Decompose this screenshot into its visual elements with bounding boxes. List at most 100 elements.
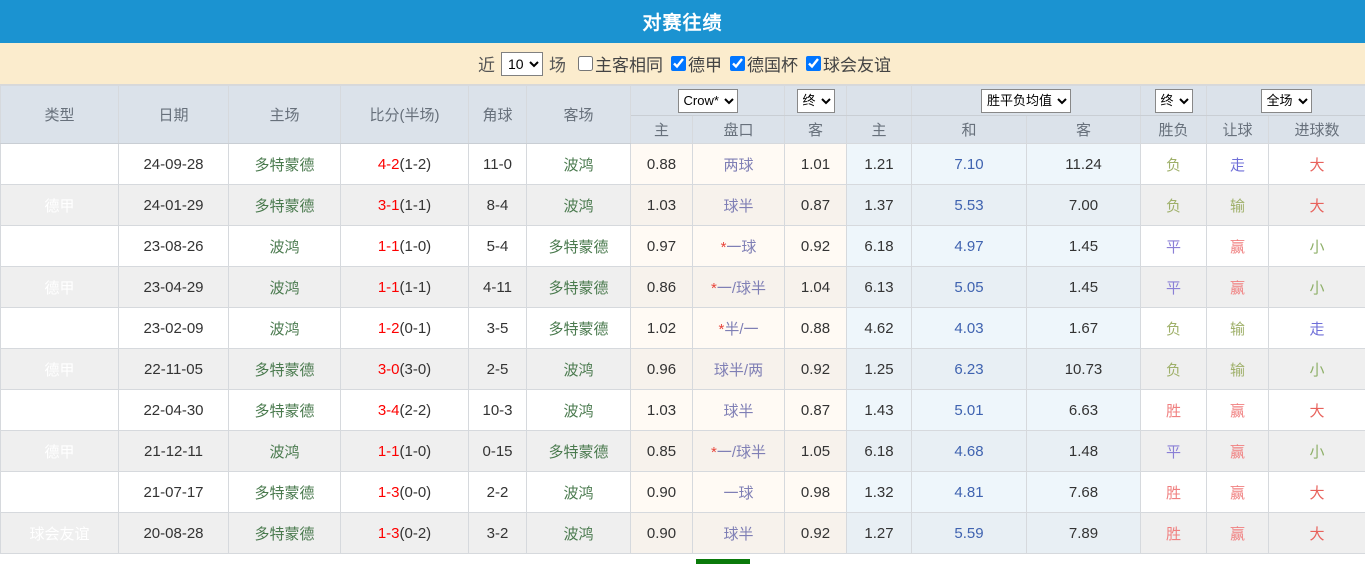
same-venue-checkbox[interactable] — [578, 56, 593, 71]
cell-result-winloss: 负 — [1141, 308, 1207, 349]
th-result-wl: 胜负 — [1141, 116, 1207, 144]
league-checkbox-friendly[interactable] — [806, 56, 821, 71]
cell-handicap-home-odds: 0.96 — [631, 349, 693, 390]
cell-result-goals: 走 — [1269, 308, 1365, 349]
cell-match-date: 24-01-29 — [119, 185, 229, 226]
cell-match-type: 德甲 — [1, 431, 119, 472]
cell-handicap-line: 球半 — [693, 185, 785, 226]
cell-result-handicap: 输 — [1207, 349, 1269, 390]
cell-away-team: 波鸿 — [527, 472, 631, 513]
cell-match-date: 21-07-17 — [119, 472, 229, 513]
cell-corners: 3-5 — [469, 308, 527, 349]
cell-handicap-home-odds: 0.86 — [631, 267, 693, 308]
cell-handicap-away-odds: 1.05 — [785, 431, 847, 472]
cell-odds-home: 6.18 — [847, 226, 912, 267]
cell-odds-home: 1.21 — [847, 144, 912, 185]
cell-odds-away: 1.45 — [1027, 267, 1141, 308]
cell-home-team: 多特蒙德 — [229, 185, 341, 226]
cell-result-winloss: 负 — [1141, 144, 1207, 185]
cell-odds-draw: 4.97 — [912, 226, 1027, 267]
cell-corners: 3-2 — [469, 513, 527, 554]
cell-result-winloss: 平 — [1141, 226, 1207, 267]
cell-odds-home: 1.32 — [847, 472, 912, 513]
same-venue-label: 主客相同 — [595, 51, 665, 76]
cell-corners: 11-0 — [469, 144, 527, 185]
cell-handicap-line: 两球 — [693, 144, 785, 185]
cell-score: 4-2(1-2) — [341, 144, 469, 185]
cell-score: 1-3(0-2) — [341, 513, 469, 554]
cell-score: 3-0(3-0) — [341, 349, 469, 390]
cell-handicap-away-odds: 0.87 — [785, 185, 847, 226]
cell-result-handicap: 输 — [1207, 308, 1269, 349]
cell-match-date: 20-08-28 — [119, 513, 229, 554]
cell-home-team: 多特蒙德 — [229, 349, 341, 390]
handicap-company-select[interactable]: Crow* — [678, 89, 738, 113]
cell-score: 1-3(0-0) — [341, 472, 469, 513]
cell-odds-draw: 6.23 — [912, 349, 1027, 390]
cell-away-team: 多特蒙德 — [527, 431, 631, 472]
th-odds-draw: 和 — [912, 116, 1027, 144]
cell-handicap-away-odds: 0.92 — [785, 349, 847, 390]
period-select[interactable]: 全场 — [1261, 89, 1312, 113]
cell-away-team: 波鸿 — [527, 513, 631, 554]
cell-handicap-home-odds: 1.02 — [631, 308, 693, 349]
cell-home-team: 波鸿 — [229, 226, 341, 267]
cell-odds-away: 7.68 — [1027, 472, 1141, 513]
league-checkbox-bundesliga[interactable] — [671, 56, 686, 71]
cell-handicap-home-odds: 0.88 — [631, 144, 693, 185]
period-cell: 全场 — [1207, 86, 1365, 116]
league-label-dfbpokal: 德国杯 — [747, 51, 800, 76]
cell-score: 1-1(1-1) — [341, 267, 469, 308]
cell-home-team: 多特蒙德 — [229, 513, 341, 554]
th-odds-away: 客 — [1027, 116, 1141, 144]
cell-result-goals: 小 — [1269, 349, 1365, 390]
cell-result-handicap: 输 — [1207, 185, 1269, 226]
cell-handicap-line: 球半 — [693, 390, 785, 431]
handicap-stage-select[interactable]: 终 — [797, 89, 835, 113]
cell-handicap-away-odds: 1.04 — [785, 267, 847, 308]
cell-result-winloss: 胜 — [1141, 513, 1207, 554]
odds-type-select[interactable]: 胜平负均值 — [981, 89, 1071, 113]
cell-corners: 8-4 — [469, 185, 527, 226]
bottom-indicator-row — [0, 554, 1365, 570]
odds-stage-select[interactable]: 终 — [1155, 89, 1193, 113]
cell-corners: 4-11 — [469, 267, 527, 308]
cell-corners: 2-2 — [469, 472, 527, 513]
cell-home-team: 多特蒙德 — [229, 472, 341, 513]
odds-stage-cell: 终 — [1141, 86, 1207, 116]
th-away: 客场 — [527, 86, 631, 144]
cell-odds-home: 1.43 — [847, 390, 912, 431]
th-home: 主场 — [229, 86, 341, 144]
cell-corners: 5-4 — [469, 226, 527, 267]
cell-corners: 0-15 — [469, 431, 527, 472]
cell-handicap-away-odds: 0.92 — [785, 226, 847, 267]
cell-home-team: 波鸿 — [229, 308, 341, 349]
cell-result-goals: 大 — [1269, 144, 1365, 185]
cell-away-team: 多特蒙德 — [527, 226, 631, 267]
cell-handicap-line: *一/球半 — [693, 431, 785, 472]
league-checkbox-dfbpokal[interactable] — [730, 56, 745, 71]
cell-match-date: 21-12-11 — [119, 431, 229, 472]
page-title: 对赛往绩 — [642, 8, 722, 35]
cell-handicap-away-odds: 0.87 — [785, 390, 847, 431]
cell-result-handicap: 赢 — [1207, 226, 1269, 267]
matches-unit-label: 场 — [543, 51, 572, 76]
cell-corners: 10-3 — [469, 390, 527, 431]
cell-result-handicap: 赢 — [1207, 390, 1269, 431]
cell-odds-draw: 7.10 — [912, 144, 1027, 185]
match-count-select[interactable]: 10 — [501, 52, 543, 76]
cell-corners: 2-5 — [469, 349, 527, 390]
th-type: 类型 — [1, 86, 119, 144]
handicap-company-cell: Crow* — [631, 86, 785, 116]
